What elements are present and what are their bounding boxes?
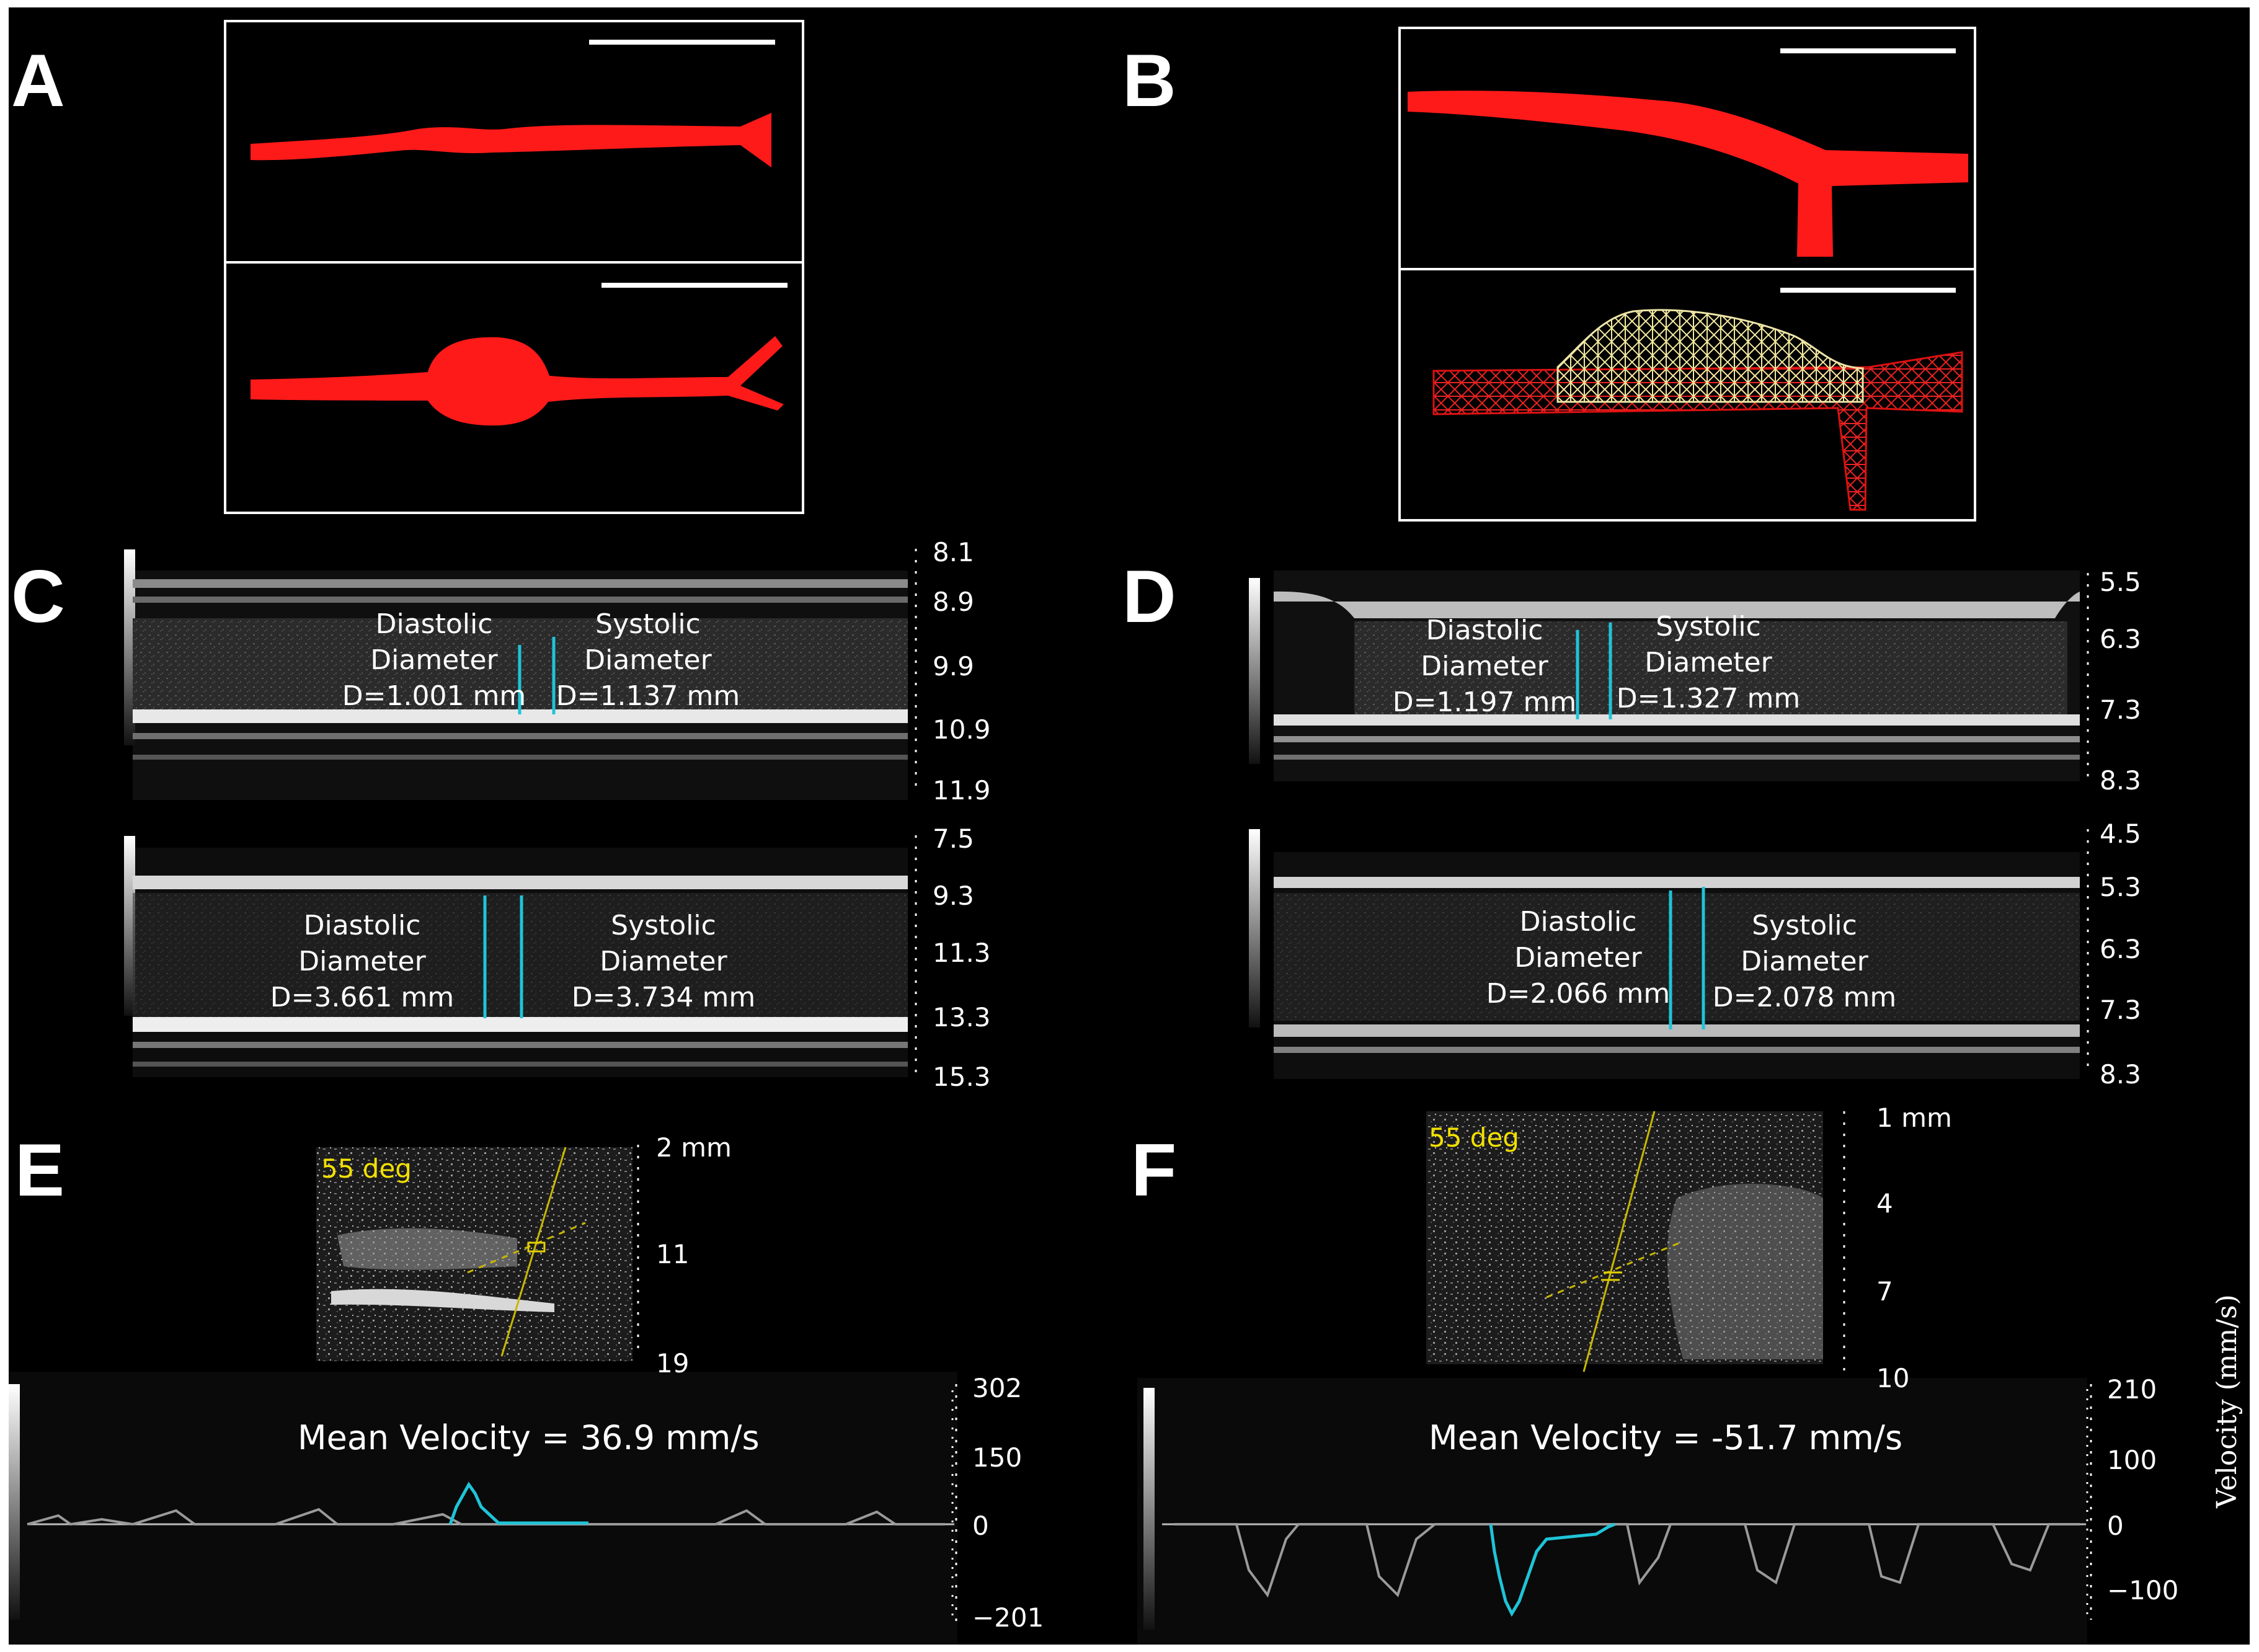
panel-f-velocity-trace: [1489, 1522, 1615, 1617]
panel-label-c: C: [11, 555, 65, 638]
panel-b-vessel-3d: [1408, 91, 1968, 257]
panel-d-bottom-tick-0: 4.5: [2100, 819, 2141, 849]
panel-b-frame: [1398, 27, 1976, 522]
diameter-label: Diameter: [370, 644, 498, 676]
panel-e-velocity-tick-3: −201: [972, 1602, 1044, 1633]
diastolic-value: D=1.001 mm: [342, 680, 526, 712]
diameter-label: Diameter: [1644, 647, 1772, 678]
diameter-label: Diameter: [1421, 651, 1548, 682]
panel-f-doppler-bg: [1137, 1378, 2087, 1645]
diameter-label: Diameter: [1514, 942, 1642, 974]
panel-d-top-systolic-annotation: Systolic Diameter D=1.327 mm: [1612, 609, 1804, 717]
panel-d-top-tick-3: 8.3: [2100, 765, 2141, 796]
panel-label-d: D: [1122, 555, 1176, 638]
panel-f-velocity-tick-0: 210: [2107, 1374, 2157, 1405]
panel-f-depth-tick-2: 7: [1876, 1276, 1893, 1307]
panel-d-top-tick-1: 6.3: [2100, 624, 2141, 654]
panel-e-velocity-tick-1: 150: [972, 1442, 1023, 1473]
panel-d-top-grayscale-bar: [1249, 578, 1260, 764]
panel-e-angle-label: 55 deg: [321, 1153, 412, 1184]
panel-label-b: B: [1122, 39, 1176, 122]
panel-c-bottom-tick-3: 13.3: [933, 1002, 991, 1032]
panel-c-bottom-diastolic-annotation: Diastolic Diameter D=3.661 mm: [263, 908, 461, 1016]
panel-e-mean-velocity: Mean Velocity = 36.9 mm/s: [298, 1418, 760, 1457]
diastolic-label: Diastolic: [1426, 615, 1543, 646]
panel-c-bottom-grayscale-bar: [124, 836, 135, 1016]
panel-a-vessel-aneurysm: [251, 336, 784, 426]
diastolic-label: Diastolic: [375, 608, 493, 640]
panel-c-top-tick-3: 10.9: [933, 714, 991, 745]
panel-e-depth-tick-2: 19: [656, 1348, 690, 1379]
figure-background: A B C D E F Diastolic Diameter D=1.001 m…: [9, 7, 2250, 1645]
diameter-label: Diameter: [298, 946, 426, 977]
systolic-label: Systolic: [1752, 910, 1857, 941]
panel-c-top-tick-0: 8.1: [933, 537, 974, 567]
panel-d-top-diastolic-annotation: Diastolic Diameter D=1.197 mm: [1391, 613, 1578, 721]
panel-f-velocity-tick-1: 100: [2107, 1445, 2157, 1475]
panel-c-top-tick-2: 9.9: [933, 651, 974, 682]
figure-graphics: [9, 20, 2092, 1645]
panel-f-velocity-tick-2: 0: [2107, 1511, 2124, 1541]
systolic-label: Systolic: [595, 608, 701, 640]
panel-c-bottom-tick-0: 7.5: [933, 824, 974, 854]
panel-e-velocity-trace: [448, 1481, 588, 1525]
panel-d-bottom-tick-2: 6.3: [2100, 934, 2141, 964]
panel-f-depth-tick-3: 10: [1876, 1363, 1910, 1393]
panel-d-bottom-tick-1: 5.3: [2100, 872, 2141, 902]
systolic-value: D=1.327 mm: [1616, 683, 1801, 714]
systolic-value: D=1.137 mm: [556, 680, 740, 712]
panel-f-depth-tick-1: 4: [1876, 1188, 1893, 1219]
panel-d-top-tick-0: 5.5: [2100, 567, 2141, 597]
panel-label-f: F: [1131, 1129, 1177, 1212]
panel-d-bottom-diastolic-annotation: Diastolic Diameter D=2.066 mm: [1482, 904, 1674, 1012]
systolic-value: D=3.734 mm: [571, 982, 756, 1013]
panel-f-velocity-axis-label: Velocity (mm/s): [2211, 1294, 2243, 1508]
panel-f-mean-velocity: Mean Velocity = -51.7 mm/s: [1429, 1418, 1903, 1457]
panel-d-bottom-systolic-annotation: Systolic Diameter D=2.078 mm: [1705, 908, 1904, 1016]
panel-b-thrombus-mesh-yellow: [1556, 309, 1864, 403]
panel-c-top-grayscale-bar: [124, 549, 135, 745]
panel-e-doppler-grayscale-bar: [9, 1384, 20, 1620]
panel-c-bottom-systolic-annotation: Systolic Diameter D=3.734 mm: [564, 908, 763, 1016]
systolic-value: D=2.078 mm: [1712, 982, 1897, 1013]
panel-label-a: A: [11, 39, 65, 122]
panel-c-bottom-tick-2: 11.3: [933, 938, 991, 968]
panel-f-doppler-grayscale-bar: [1143, 1388, 1155, 1630]
panel-e-velocity-tick-2: 0: [972, 1511, 989, 1541]
panel-d-top-tick-2: 7.3: [2100, 695, 2141, 725]
diastolic-value: D=3.661 mm: [270, 982, 455, 1013]
diastolic-label: Diastolic: [1519, 906, 1637, 938]
panel-c-top-systolic-annotation: Systolic Diameter D=1.137 mm: [552, 606, 744, 714]
diameter-label: Diameter: [584, 644, 712, 676]
panel-a-frame: [224, 20, 804, 514]
diameter-label: Diameter: [600, 946, 727, 977]
panel-d-bottom-tick-4: 8.3: [2100, 1059, 2141, 1090]
panel-d-bottom-tick-3: 7.3: [2100, 995, 2141, 1025]
systolic-label: Systolic: [611, 910, 716, 941]
diameter-label: Diameter: [1741, 946, 1868, 977]
panel-c-bottom-tick-1: 9.3: [933, 881, 974, 911]
panel-c-top-tick-4: 11.9: [933, 775, 991, 806]
panel-c-bottom-tick-4: 15.3: [933, 1062, 991, 1092]
panel-a-vessel-normal: [251, 113, 771, 167]
panel-e-depth-tick-0: 2 mm: [656, 1132, 732, 1163]
panel-label-e: E: [15, 1129, 65, 1212]
panel-c-top-diastolic-annotation: Diastolic Diameter D=1.001 mm: [341, 606, 527, 714]
panel-f-depth-tick-0: 1 mm: [1876, 1103, 1952, 1133]
systolic-label: Systolic: [1656, 611, 1761, 642]
panel-f-angle-label: 55 deg: [1429, 1122, 1519, 1153]
panel-e-depth-tick-1: 11: [656, 1239, 690, 1269]
diastolic-value: D=2.066 mm: [1486, 978, 1671, 1010]
panel-e-velocity-tick-0: 302: [972, 1373, 1023, 1403]
panel-f-velocity-tick-3: −100: [2107, 1575, 2179, 1605]
panel-c-top-tick-1: 8.9: [933, 587, 974, 617]
panel-f-bmode-image: [1426, 1111, 1823, 1364]
panel-d-bottom-grayscale-bar: [1249, 829, 1260, 1028]
diastolic-label: Diastolic: [303, 910, 421, 941]
diastolic-value: D=1.197 mm: [1392, 686, 1577, 718]
